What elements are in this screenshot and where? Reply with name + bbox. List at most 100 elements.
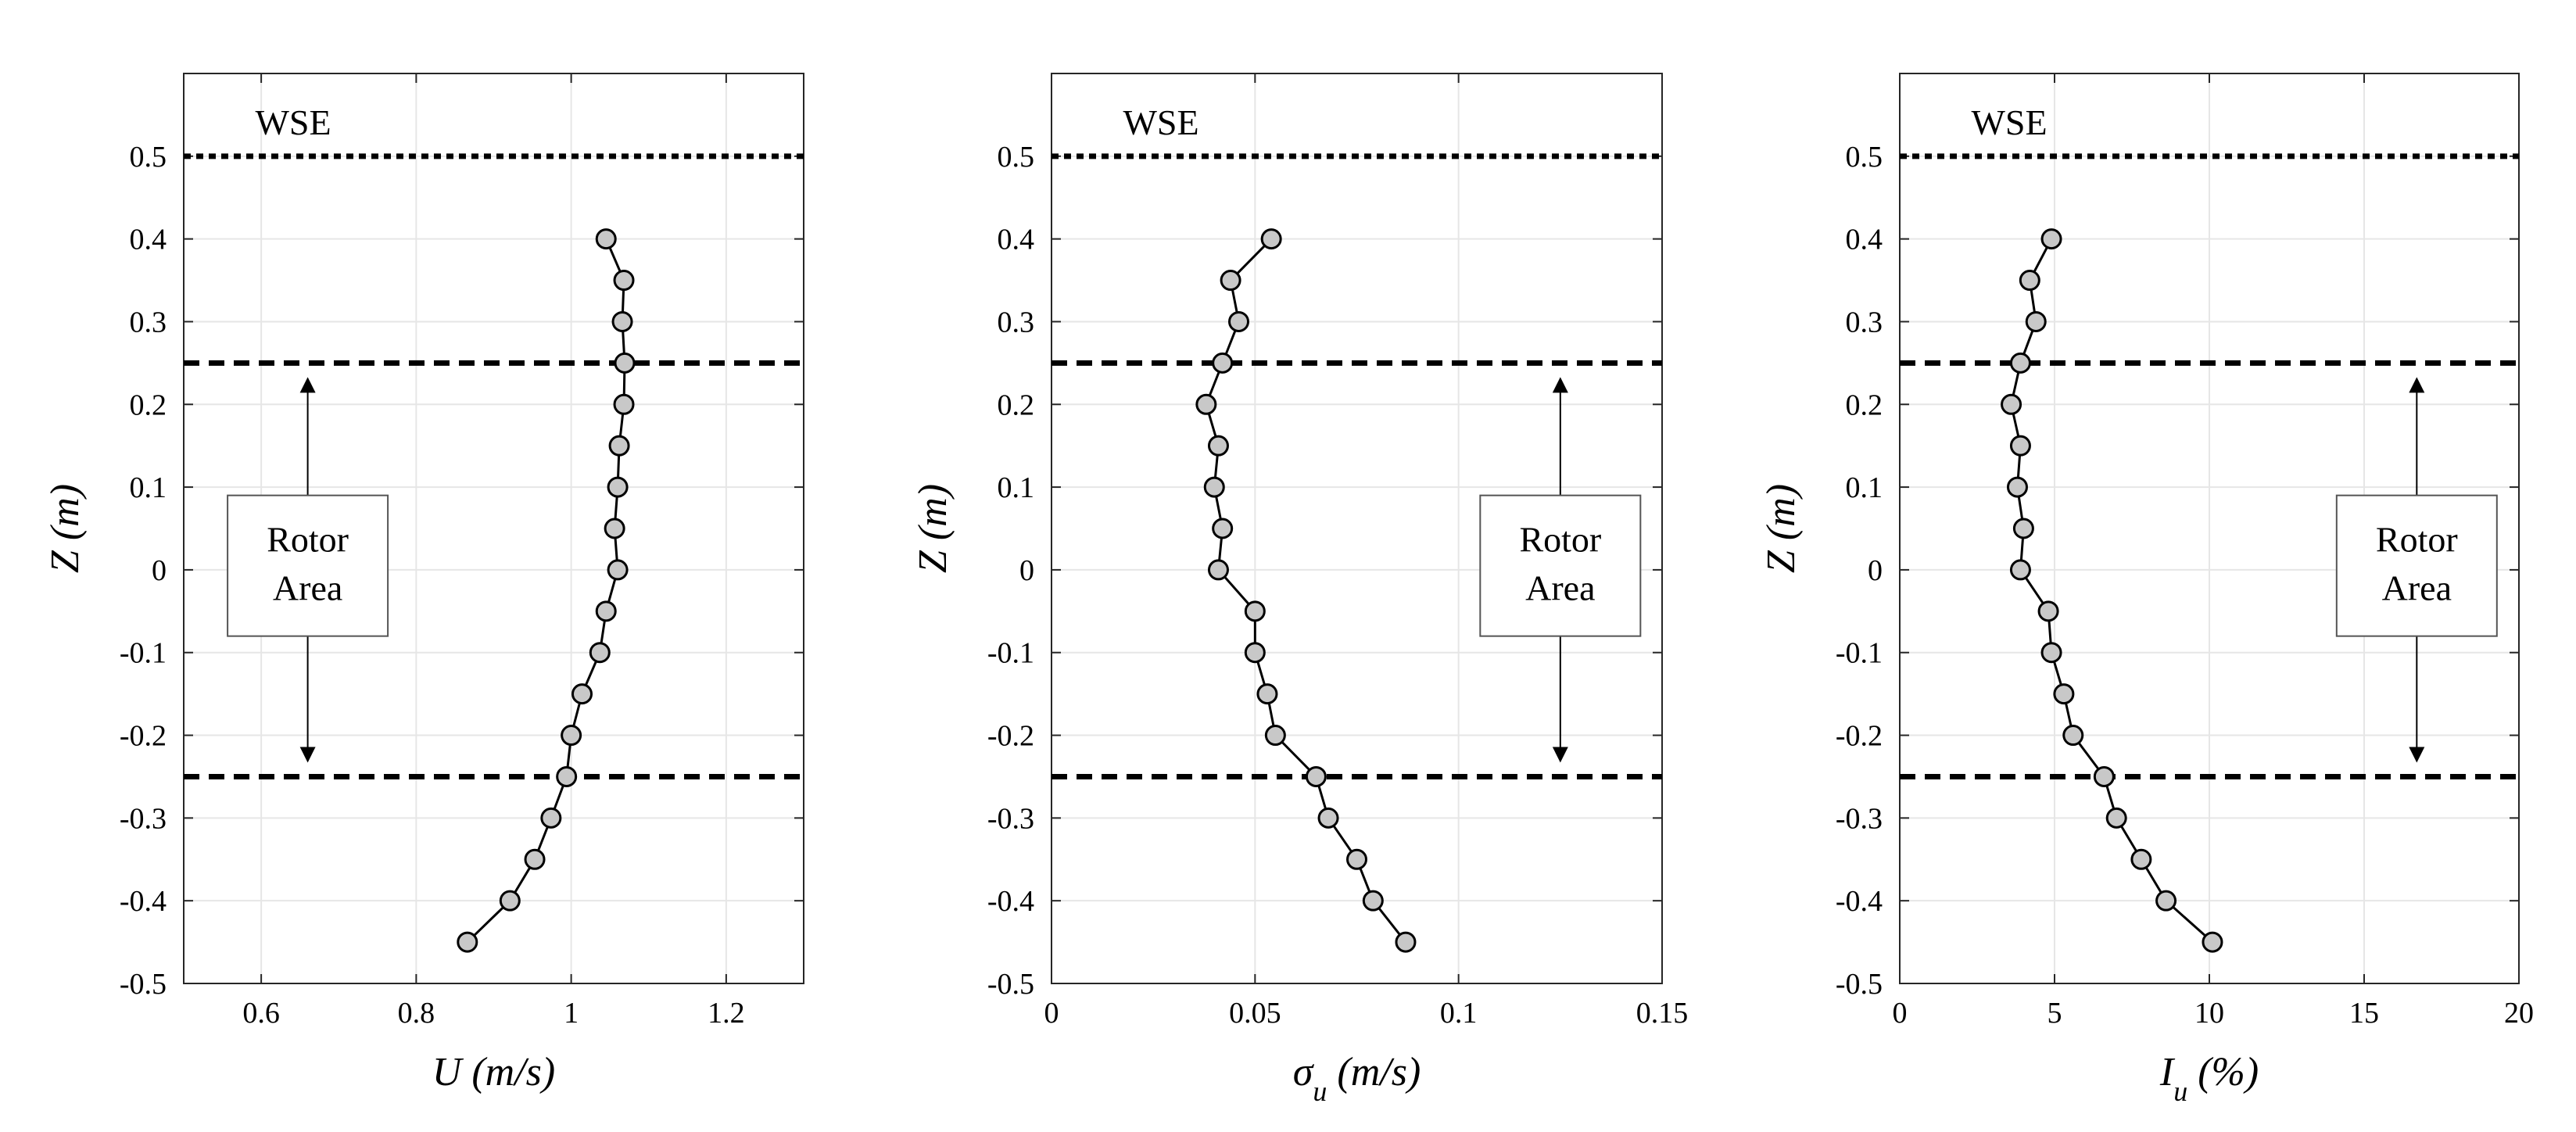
series-line bbox=[466, 238, 626, 944]
data-point bbox=[457, 931, 478, 953]
data-point bbox=[2093, 765, 2115, 787]
y-tick-label: 0.5 bbox=[998, 141, 1035, 174]
data-point bbox=[611, 310, 633, 332]
data-point bbox=[608, 435, 630, 457]
x-tick-label: 0 bbox=[1044, 997, 1059, 1030]
data-point bbox=[1220, 270, 1241, 292]
data-point bbox=[614, 352, 636, 374]
data-point bbox=[499, 890, 521, 912]
y-tick-label: 0.1 bbox=[998, 471, 1035, 504]
y-tick-label: -0.1 bbox=[1836, 637, 1883, 670]
data-point bbox=[1203, 476, 1225, 498]
x-tick-label: 0.05 bbox=[1229, 997, 1281, 1030]
y-tick-label: 0.3 bbox=[130, 306, 167, 339]
data-point bbox=[1260, 228, 1282, 250]
x-tick-label: 1.2 bbox=[708, 997, 745, 1030]
y-tick-label: 0.3 bbox=[998, 306, 1035, 339]
data-point bbox=[1207, 559, 1229, 581]
data-point bbox=[2037, 600, 2059, 622]
y-tick-label: -0.5 bbox=[987, 968, 1034, 1001]
y-tick-label: 0.2 bbox=[1846, 389, 1883, 421]
data-point bbox=[2053, 683, 2075, 705]
data-point bbox=[2009, 559, 2031, 581]
x-tick-label: 0.15 bbox=[1636, 997, 1689, 1030]
y-tick-label: -0.2 bbox=[1836, 720, 1883, 753]
data-point bbox=[2012, 518, 2034, 539]
rotor-area-label: Area bbox=[1525, 568, 1595, 608]
x-tick-label: 10 bbox=[2194, 997, 2224, 1030]
x-tick-label: 5 bbox=[2048, 997, 2062, 1030]
y-tick-label: 0.2 bbox=[130, 389, 167, 421]
y-tick-label: 0.5 bbox=[130, 141, 167, 174]
wse-label: WSE bbox=[255, 102, 331, 142]
data-point bbox=[607, 559, 629, 581]
data-point bbox=[571, 683, 593, 705]
data-point bbox=[595, 228, 617, 250]
data-point bbox=[1395, 931, 1417, 953]
data-point bbox=[561, 725, 582, 747]
y-tick-label: -0.2 bbox=[120, 720, 167, 753]
series-line bbox=[1205, 238, 1407, 944]
y-tick-label: -0.2 bbox=[987, 720, 1034, 753]
y-tick-label: 0.2 bbox=[998, 389, 1035, 421]
x-axis-label: σu (m/s) bbox=[1293, 1050, 1421, 1107]
data-point bbox=[2040, 228, 2062, 250]
data-point bbox=[613, 393, 635, 415]
data-point bbox=[2062, 725, 2084, 747]
y-tick-label: -0.3 bbox=[120, 802, 167, 835]
y-tick-label: 0 bbox=[1868, 554, 1883, 587]
data-point bbox=[1212, 352, 1234, 374]
rotor-area-label: Rotor bbox=[1519, 520, 1601, 560]
rotor-area-label: Area bbox=[273, 568, 342, 608]
rotor-area-box bbox=[227, 494, 389, 637]
data-point bbox=[1256, 683, 1278, 705]
y-tick-label: 0.1 bbox=[1846, 471, 1883, 504]
data-point bbox=[1244, 600, 1266, 622]
panel-sigma: 0 0.05 0.1 0.15 -0.5 -0.4 -0.3 -0.2 -0.1 0 0.1 0.2 0… bbox=[911, 73, 1688, 1107]
data-point bbox=[2105, 807, 2127, 829]
y-tick-label: 0.4 bbox=[998, 224, 1035, 256]
axes-frame bbox=[183, 73, 804, 984]
data-point bbox=[1212, 518, 1234, 539]
data-point bbox=[1264, 725, 1286, 747]
y-tick-label: 0 bbox=[1019, 554, 1034, 587]
x-tick-label: 20 bbox=[2504, 997, 2534, 1030]
data-point bbox=[2040, 642, 2062, 664]
x-tick-label: 0 bbox=[1893, 997, 1908, 1030]
data-point bbox=[524, 848, 546, 870]
data-point bbox=[1317, 807, 1339, 829]
axes-frame bbox=[1051, 73, 1663, 984]
y-tick-label: 0 bbox=[152, 554, 167, 587]
data-point bbox=[613, 270, 635, 292]
y-tick-label: -0.1 bbox=[987, 637, 1034, 670]
y-axis-label: Z (m) bbox=[911, 484, 955, 573]
y-tick-label: 0.5 bbox=[1846, 141, 1883, 174]
data-point bbox=[1362, 890, 1384, 912]
x-axis-label: Iu (%) bbox=[2159, 1050, 2259, 1107]
data-point bbox=[2019, 270, 2040, 292]
y-tick-label: 0.1 bbox=[130, 471, 167, 504]
rotor-area-label: Rotor bbox=[267, 520, 349, 560]
rotor-area-label: Rotor bbox=[2376, 520, 2458, 560]
data-point bbox=[2202, 931, 2223, 953]
wse-label: WSE bbox=[1123, 102, 1198, 142]
data-point bbox=[604, 518, 625, 539]
x-tick-label: 0.1 bbox=[1440, 997, 1478, 1030]
y-tick-label: 0.3 bbox=[1846, 306, 1883, 339]
y-axis-label: Z (m) bbox=[1759, 484, 1804, 573]
y-tick-label: 0.4 bbox=[130, 224, 167, 256]
y-axis-label: Z (m) bbox=[43, 484, 88, 573]
panel-velocity: 0.6 0.8 1 1.2 -0.5 -0.4 -0.3 -0.2 -0.1 0 0.1 0.2 0.3… bbox=[43, 73, 804, 1094]
y-tick-label: -0.5 bbox=[120, 968, 167, 1001]
data-point bbox=[595, 600, 617, 622]
x-tick-label: 0.8 bbox=[398, 997, 435, 1030]
rotor-area-box bbox=[1479, 494, 1642, 637]
data-point bbox=[1207, 435, 1229, 457]
y-tick-label: -0.4 bbox=[1836, 885, 1883, 918]
data-point bbox=[2006, 476, 2028, 498]
data-point bbox=[2025, 310, 2047, 332]
y-tick-label: -0.5 bbox=[1836, 968, 1883, 1001]
rotor-area-label: Area bbox=[2382, 568, 2452, 608]
data-point bbox=[2009, 435, 2031, 457]
data-point bbox=[1305, 765, 1327, 787]
